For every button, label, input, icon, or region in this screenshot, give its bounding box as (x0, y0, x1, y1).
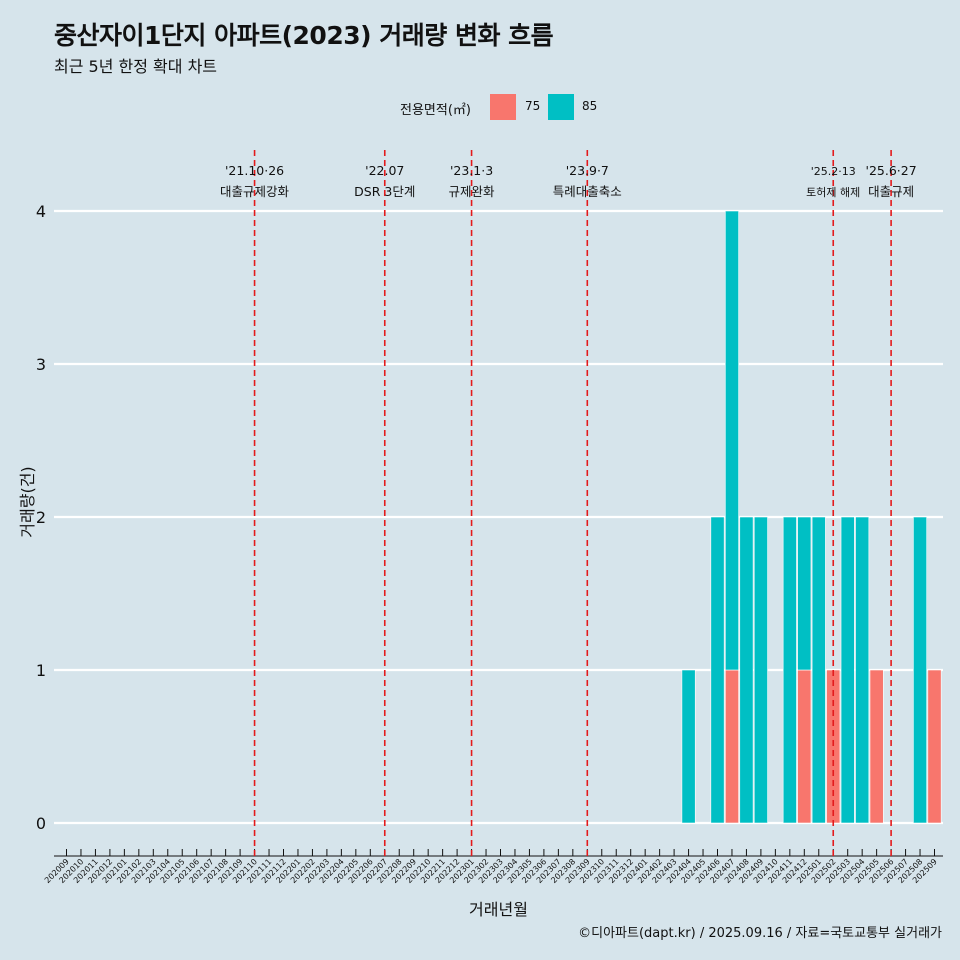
bar-85-202409 (753, 516, 768, 824)
bar-85-202508 (913, 516, 927, 824)
event-desc-label: 토허제 해제 (806, 185, 860, 199)
legend-swatch-75 (490, 94, 516, 120)
bar-85-202404 (681, 669, 696, 824)
event-date-label: '25.6·27 (866, 163, 917, 178)
bar-85-202407 (725, 210, 739, 671)
y-tick-label: 0 (36, 814, 46, 833)
chart-subtitle: 최근 5년 한정 확대 차트 (54, 57, 218, 76)
bar-85-202412 (797, 516, 812, 671)
bar-85-202406 (710, 516, 725, 824)
event-date-label: '23.1·3 (450, 163, 493, 178)
legend-title: 전용면적(㎡) (400, 103, 471, 118)
event-date-label: '21.10·26 (225, 163, 284, 178)
event-desc-label: DSR 3단계 (354, 184, 415, 199)
bar-85-202503 (840, 516, 855, 824)
event-date-label: '23.9·7 (566, 163, 609, 178)
event-desc-label: 대출규제강화 (220, 184, 290, 199)
bar-85-202408 (739, 516, 754, 824)
legend-label-85: 85 (582, 99, 598, 113)
legend-swatch-85 (548, 94, 574, 120)
caption: ©디아파트(dapt.kr) / 2025.09.16 / 자료=국토교통부 실… (578, 926, 942, 941)
bar-75-202407 (725, 669, 739, 824)
y-tick-label: 1 (36, 661, 46, 680)
bar-75-202412 (797, 669, 812, 824)
y-axis-label: 거래량(건) (18, 466, 37, 538)
legend: 전용면적(㎡) 75 85 (0, 92, 960, 122)
bar-85-202504 (855, 516, 870, 824)
y-tick-label: 2 (36, 508, 46, 527)
bar-85-202411 (782, 516, 797, 824)
x-axis-label: 거래년월 (469, 900, 528, 919)
bar-85-202501 (811, 516, 826, 824)
legend-label-75: 75 (525, 99, 541, 113)
bar-75-202505 (869, 669, 884, 824)
bar-75-202509 (927, 669, 942, 824)
event-desc-label: 대출규제 (868, 184, 914, 199)
event-desc-label: 규제완화 (449, 184, 496, 199)
event-date-label: '25.2·13 (811, 165, 856, 178)
chart-title: 중산자이1단지 아파트(2023) 거래량 변화 흐름 (54, 21, 554, 50)
y-tick-label: 4 (36, 202, 46, 221)
y-tick-label: 3 (36, 355, 46, 374)
event-desc-label: 특례대출축소 (553, 184, 622, 199)
event-date-label: '22.07 (365, 163, 404, 178)
